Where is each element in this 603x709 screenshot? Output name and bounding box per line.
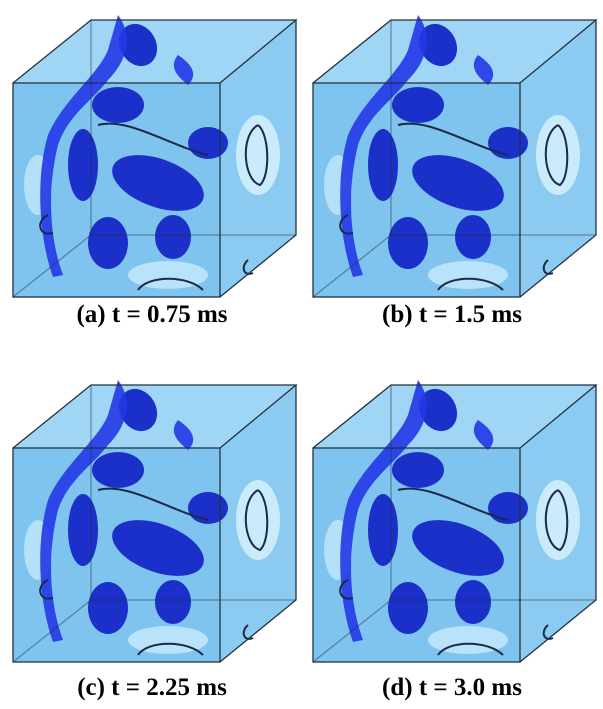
caption: (a) t = 0.75 ms [76, 301, 227, 328]
panel-b-render [313, 15, 596, 297]
panel-a-render [13, 15, 296, 297]
caption: (d) t = 3.0 ms [382, 674, 522, 701]
figure: (a) t = 0.75 ms (b) t = 1.5 ms (c) t = 2… [0, 0, 603, 709]
panel-c-render [13, 380, 296, 662]
caption: (b) t = 1.5 ms [382, 301, 522, 328]
panel-d-render [313, 380, 596, 662]
caption: (c) t = 2.25 ms [77, 674, 227, 701]
